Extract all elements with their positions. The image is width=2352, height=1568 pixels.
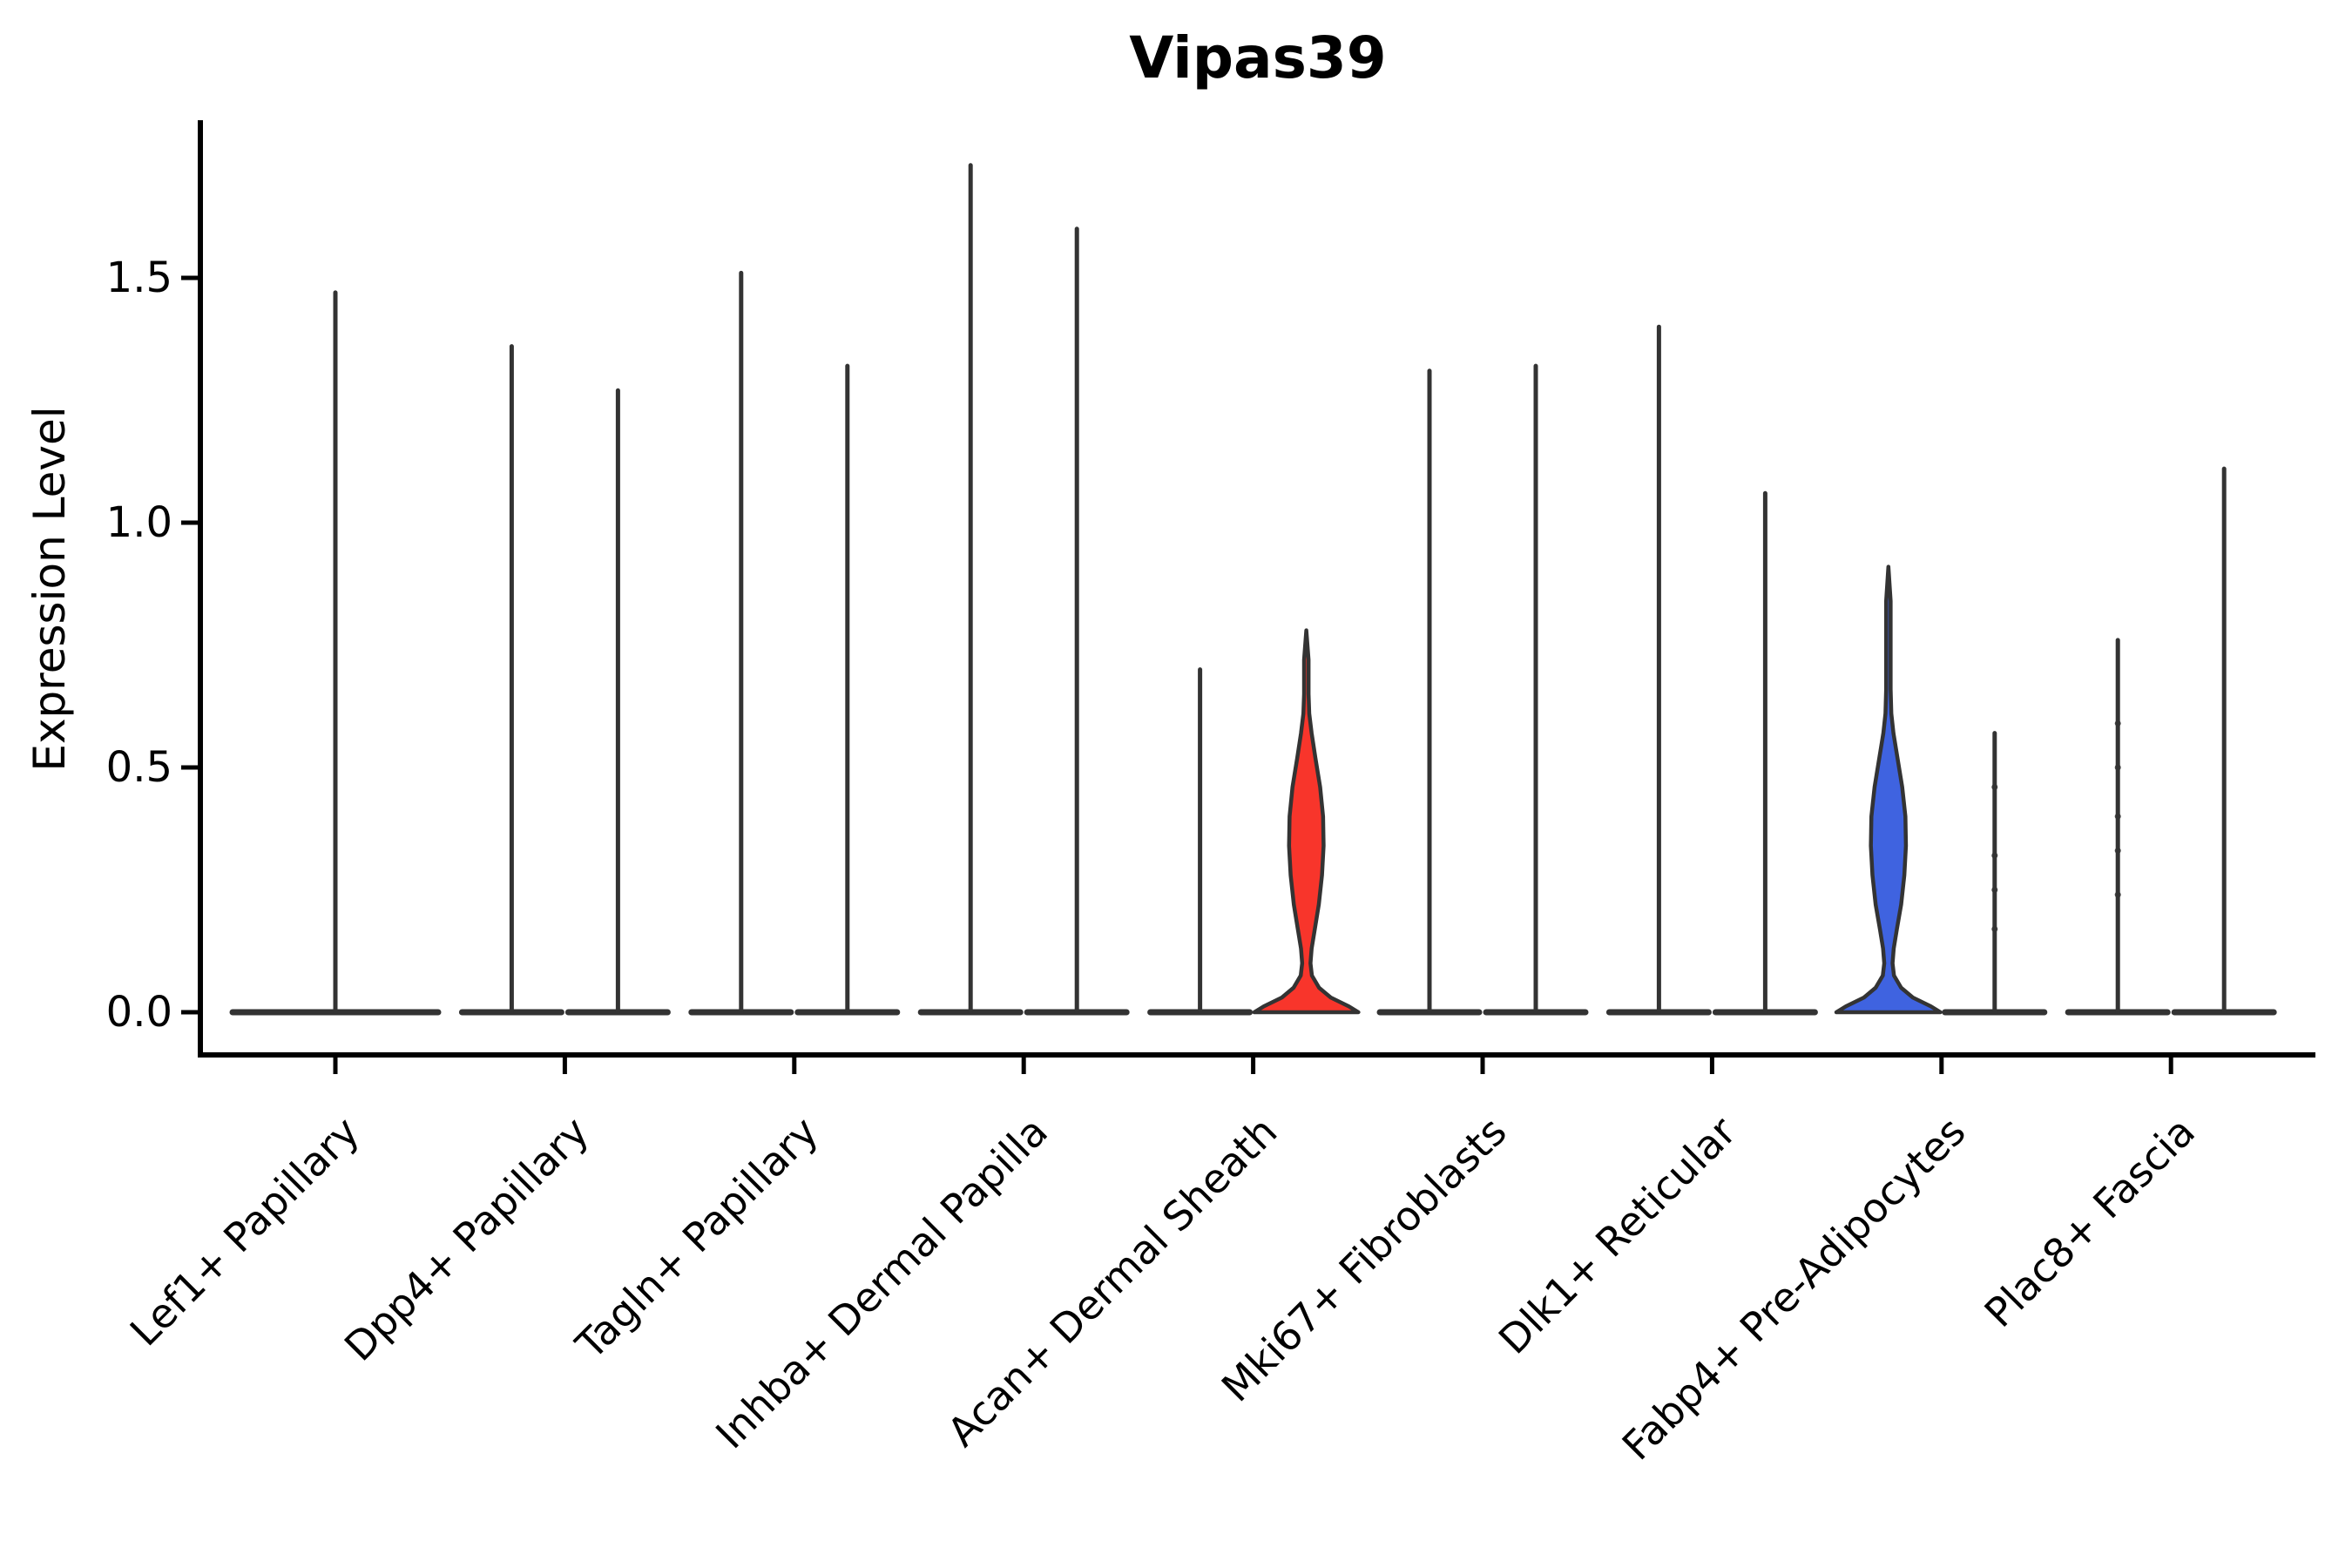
chart-title: Vipas39: [1129, 24, 1387, 91]
cell-point: [1991, 925, 1998, 932]
x-tick-label: Dpp4+ Papillary: [335, 1108, 598, 1370]
cell-point: [2114, 848, 2121, 855]
cell-point: [2114, 813, 2121, 820]
y-tick-label: 0.0: [106, 988, 172, 1037]
x-tick-label: Lef1+ Papillary: [121, 1108, 368, 1355]
x-tick-label: Dlk1+ Reticular: [1490, 1108, 1745, 1363]
cell-point: [1991, 783, 1998, 790]
cell-point: [2114, 764, 2121, 771]
cell-point: [1991, 852, 1998, 859]
y-tick-label: 0.5: [106, 743, 172, 792]
y-tick-label: 1.5: [106, 253, 172, 302]
cell-point: [1991, 887, 1998, 893]
cell-point: [2114, 720, 2121, 727]
x-tick-label: Tagln+ Papillary: [566, 1108, 828, 1369]
cell-point: [2114, 891, 2121, 898]
violin-body: [1252, 628, 1361, 1015]
y-tick-label: 1.0: [106, 498, 172, 547]
x-tick-label: Plac8+ Fascia: [1976, 1108, 2204, 1336]
violin-body: [1834, 564, 1943, 1015]
